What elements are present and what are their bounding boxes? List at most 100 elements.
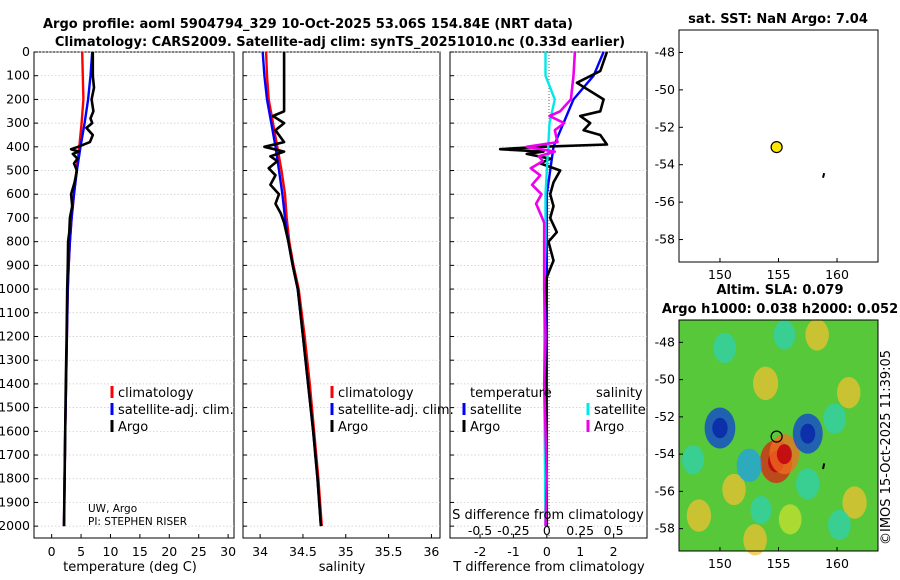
- map-x-tick-label: 155: [767, 556, 791, 571]
- map-x-tick-label: 160: [825, 556, 849, 571]
- s-diff-tick-label: -0.25: [497, 523, 529, 538]
- map-y-tick-label: -58: [655, 521, 675, 536]
- x-tick-label: 35.5: [375, 544, 403, 559]
- x-tick-label: -1: [507, 544, 519, 559]
- sst-map: sat. SST: NaN Argo: 7.04 150 155 160 -48 -50…: [655, 12, 879, 282]
- map-y-tick-label: -52: [655, 409, 675, 424]
- legend-argo: Argo: [118, 420, 148, 435]
- sla-anomaly-blob: [686, 499, 712, 532]
- y-tick-label: 1600: [0, 423, 30, 438]
- y-tick-label: 400: [6, 139, 30, 154]
- argo-float-marker: [770, 141, 783, 154]
- sla-anomaly-blob: [753, 366, 779, 401]
- map-y-tick-label: -52: [655, 119, 675, 134]
- legend-t-satellite: satellite: [470, 403, 522, 418]
- difference-plot: -2 -1 0 1 2 -0.5 -0.25 0 0.25 0.5 T difference fr…: [449, 51, 648, 575]
- y-tick-label: 100: [6, 68, 30, 83]
- legend-t-argo: Argo: [470, 420, 500, 435]
- x-tick-label: 2: [610, 544, 618, 559]
- x-tick-label: 20: [161, 544, 177, 559]
- legend-sal-satellite: satellite-adj. clim.: [338, 403, 454, 418]
- legend-s-satellite: satellite: [594, 403, 646, 418]
- map-y-tick-label: -56: [655, 483, 675, 498]
- difference-legend: temperature satellite Argo salinity sate…: [462, 386, 646, 435]
- series-line-argo: [62, 52, 96, 527]
- map-x-tick-label: 160: [825, 267, 849, 282]
- series-line-temperature-argo: [498, 51, 609, 527]
- sla-anomaly-blob: [828, 509, 851, 541]
- y-tick-label: 600: [6, 186, 30, 201]
- y-tick-label: 500: [6, 163, 30, 178]
- credits-line1: UW, Argo: [88, 503, 137, 515]
- map-y-tick-label: -50: [655, 372, 675, 387]
- float-track: [822, 172, 826, 179]
- x-tick-label: 35: [338, 544, 354, 559]
- s-diff-tick-label: 0: [543, 523, 551, 538]
- map-x-tick-label: 150: [708, 267, 732, 282]
- sla-anomaly-blob: [682, 445, 704, 475]
- sla-anomaly-blob: [796, 468, 820, 500]
- sla-map-title1: Altim. SLA: 0.079: [717, 283, 844, 298]
- map-y-tick-label: -48: [655, 44, 675, 59]
- x-tick-label: 0: [48, 544, 56, 559]
- legend-satellite: satellite-adj. clim.: [118, 403, 234, 418]
- sla-anomaly-blob: [743, 524, 767, 556]
- map-y-tick-label: -54: [655, 157, 675, 172]
- legend-temperature-heading: temperature: [470, 386, 552, 401]
- y-tick-label: 1700: [0, 447, 30, 462]
- s-diff-xlabel: S difference from climatology: [452, 508, 644, 523]
- sla-anomaly-blob: [805, 319, 829, 351]
- sla-anomaly-core: [712, 417, 728, 439]
- y-tick-label: 2000: [0, 518, 30, 533]
- x-tick-label: 5: [77, 544, 85, 559]
- y-tick-label: 700: [6, 210, 30, 225]
- x-tick-label: 0: [543, 544, 551, 559]
- legend-climatology: climatology: [118, 386, 194, 401]
- salinity-plot: 34 34.5 35 35.5 36 salinity climatology sate…: [242, 51, 454, 575]
- x-tick-label: 34.5: [289, 544, 317, 559]
- argo-float-marker: [770, 430, 783, 443]
- imos-watermark: ©IMOS 15-Oct-2025 11:39:05: [879, 350, 894, 545]
- float-track: [822, 463, 826, 470]
- y-tick-label: 900: [6, 257, 30, 272]
- sla-anomaly-blob: [778, 504, 802, 535]
- sla-anomaly-core: [800, 423, 816, 444]
- sla-map-title2: Argo h1000: 0.038 h2000: 0.052: [662, 302, 898, 317]
- legend-salinity-heading: salinity: [596, 386, 643, 401]
- x-tick-label: 10: [103, 544, 119, 559]
- temperature-legend: climatology satellite-adj. clim. Argo: [110, 386, 234, 435]
- x-tick-label: 1: [576, 544, 584, 559]
- sla-anomaly-core: [776, 444, 792, 465]
- x-tick-label: 15: [132, 544, 148, 559]
- x-tick-label: -2: [474, 544, 486, 559]
- y-tick-label: 1200: [0, 328, 30, 343]
- sla-anomaly-blob: [750, 495, 772, 525]
- y-tick-label: 1900: [0, 494, 30, 509]
- x-tick-label: 30: [220, 544, 236, 559]
- title-line1: Argo profile: aoml 5904794_329 10-Oct-20…: [43, 17, 573, 32]
- map-x-tick-label: 155: [767, 267, 791, 282]
- s-diff-tick-label: 0.5: [604, 523, 624, 538]
- sla-anomaly-blob: [823, 403, 847, 434]
- y-tick-label: 200: [6, 91, 30, 106]
- map-y-tick-label: -54: [655, 446, 675, 461]
- x-tick-label: 36: [423, 544, 439, 559]
- y-tick-label: 1400: [0, 376, 30, 391]
- s-diff-tick-label: 0.25: [566, 523, 594, 538]
- map-y-tick-label: -50: [655, 82, 675, 97]
- y-tick-label: 1800: [0, 471, 30, 486]
- map-y-tick-label: -56: [655, 194, 675, 209]
- y-tick-label: 800: [6, 234, 30, 249]
- map-y-tick-label: -48: [655, 334, 675, 349]
- y-tick-label: 0: [22, 44, 30, 59]
- sla-anomaly-blob: [773, 320, 796, 350]
- sla-anomaly-blob: [842, 486, 867, 519]
- sst-map-title: sat. SST: NaN Argo: 7.04: [688, 12, 868, 27]
- sla-anomaly-blob: [736, 448, 762, 483]
- sla-anomaly-blob: [713, 332, 736, 364]
- s-diff-tick-label: -0.5: [468, 523, 492, 538]
- sla-anomaly-blob: [722, 473, 746, 506]
- legend-sal-argo: Argo: [338, 420, 368, 435]
- temperature-plot: 0100200300400500600700800900100011001200…: [0, 44, 236, 575]
- y-tick-label: 1100: [0, 305, 30, 320]
